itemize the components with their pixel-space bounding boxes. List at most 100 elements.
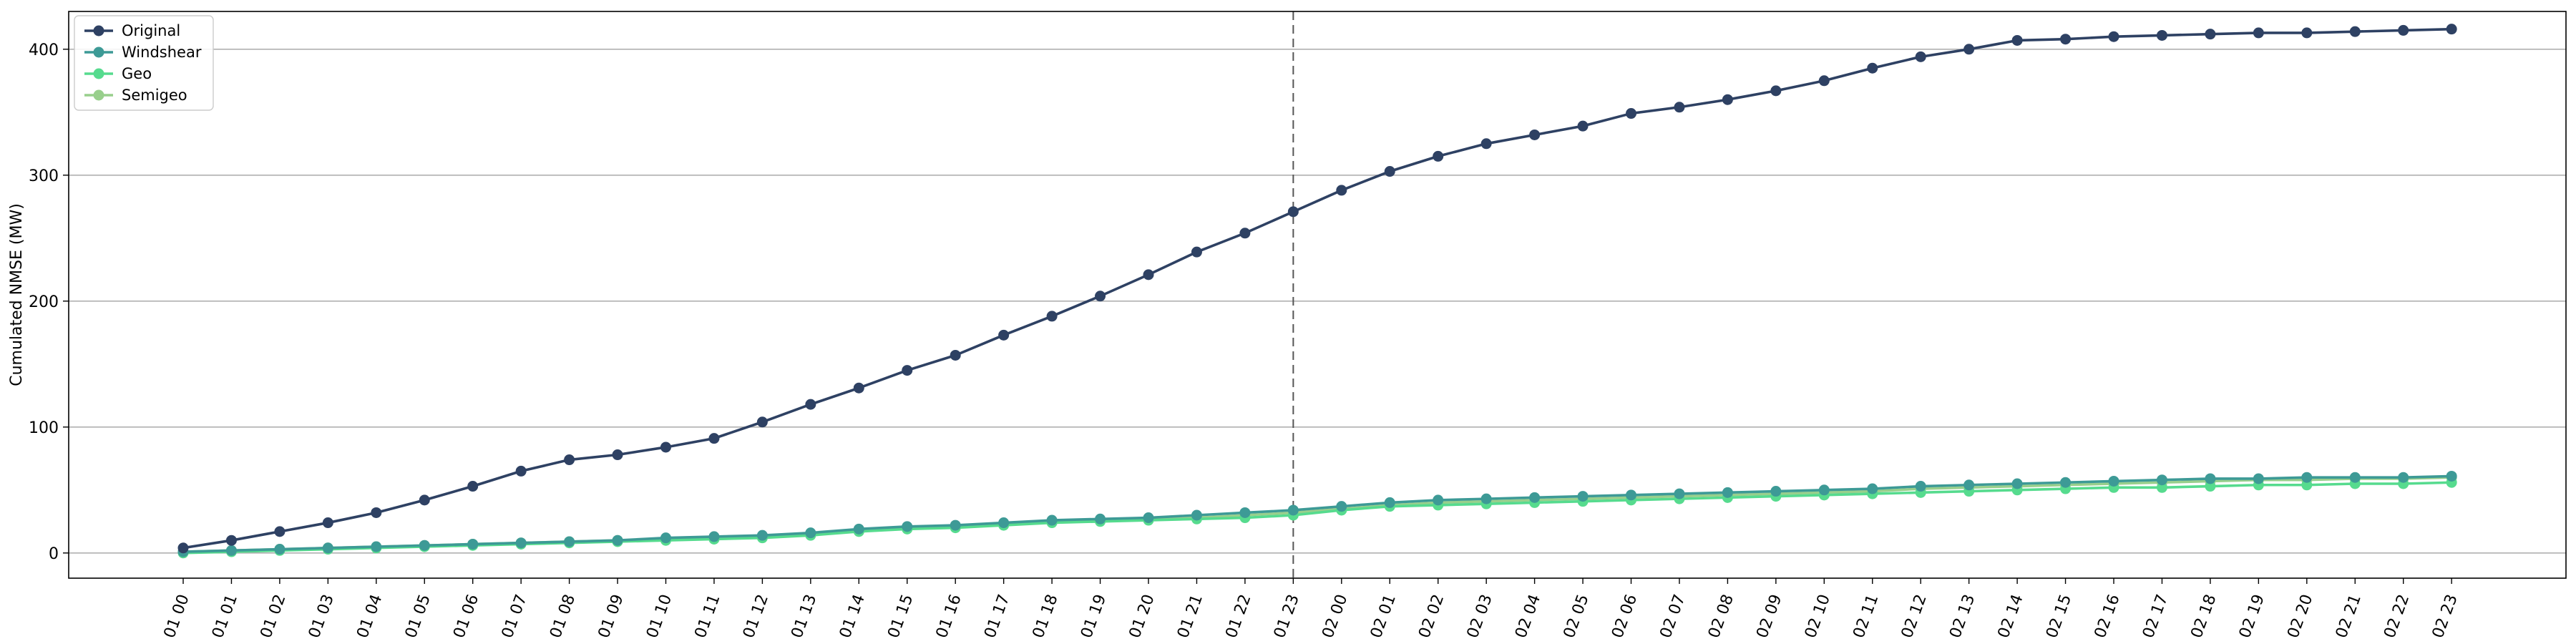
legend-item: Geo [84,65,152,82]
data-point [2011,478,2023,489]
data-point [612,449,623,461]
data-point [2446,24,2457,35]
data-point [708,531,720,542]
legend-marker [93,47,104,58]
data-point [998,329,1010,341]
y-tick-label: 0 [49,545,59,563]
data-point [1915,481,1926,492]
data-point [1818,484,1830,496]
data-point [950,519,961,531]
data-point [1433,494,1444,506]
data-point [322,542,333,554]
data-point [1626,108,1636,119]
data-point [1674,488,1685,499]
y-tick-label: 400 [29,42,59,59]
data-point [322,517,333,529]
legend-label: Semigeo [122,87,187,104]
data-point [1480,138,1492,150]
data-point [2349,26,2361,37]
data-point [467,481,479,492]
data-point [274,526,286,537]
data-point [1095,291,1106,302]
data-point [1336,185,1347,196]
data-point [1818,75,1830,87]
data-point [1239,507,1251,518]
data-point [2446,470,2457,482]
data-point [853,382,864,394]
data-point [1529,492,1541,503]
data-point [2205,481,2216,492]
data-point [2011,34,2023,46]
y-tick-label: 100 [29,419,59,437]
data-point [612,535,623,546]
data-point [1722,487,1733,498]
data-point [2301,27,2313,39]
legend-marker [93,68,104,79]
series-layer [177,24,2457,559]
data-point [1239,228,1251,239]
data-point [467,538,479,550]
data-point [1384,497,1395,508]
data-point [1674,102,1685,113]
data-point [2156,29,2167,41]
series-windshear [177,470,2457,557]
series-line [182,474,2452,553]
data-point [564,536,575,547]
grid-lines [69,49,2566,554]
data-point [2253,27,2264,39]
series-line [182,27,2452,550]
data-point [1480,493,1492,504]
data-point [950,349,961,361]
data-point [660,441,671,453]
data-point [660,532,671,544]
data-point [1963,44,1975,55]
data-point [1046,514,1058,526]
data-point [1770,85,1782,97]
y-tick-label: 200 [29,293,59,311]
data-point [1577,120,1589,132]
y-axis: 0 100 200 300 400 [29,42,69,563]
legend-marker [93,89,104,101]
data-point [2398,24,2409,36]
data-point [1529,129,1541,140]
data-point [1336,501,1347,512]
data-point [371,541,382,552]
data-point [177,542,189,554]
data-point [2205,29,2216,40]
y-axis-label: Cumulated NMSE (MW) [8,203,26,386]
data-point [2060,477,2072,488]
data-point [2156,482,2167,493]
y-tick-label: 300 [29,167,59,185]
data-point [902,521,913,532]
data-point [756,530,768,541]
data-point [2108,475,2119,487]
data-point [515,465,527,477]
data-point [2301,479,2313,491]
data-point [274,544,286,555]
legend-label: Geo [122,65,152,82]
data-point [1867,483,1878,494]
data-point [708,433,720,444]
data-point [1143,512,1154,524]
data-point [2060,34,2072,45]
data-point [2205,473,2216,484]
legend: Original Windshear Geo Semigeo [74,15,214,111]
data-point [1433,150,1444,162]
data-point [1626,489,1636,501]
data-point [225,545,237,556]
data-point [1577,491,1589,502]
data-point [515,537,527,549]
legend-marker [93,25,104,36]
data-point [1143,269,1154,280]
data-point [902,365,913,376]
data-point [1722,94,1733,105]
legend-label: Original [122,22,180,39]
data-point [2253,473,2264,484]
data-point [371,507,382,518]
data-point [1963,479,1975,491]
legend-item: Windshear [84,44,202,61]
plot-frame [68,11,2567,579]
data-point [1770,486,1782,497]
data-point [1287,206,1299,218]
data-point [853,523,864,535]
